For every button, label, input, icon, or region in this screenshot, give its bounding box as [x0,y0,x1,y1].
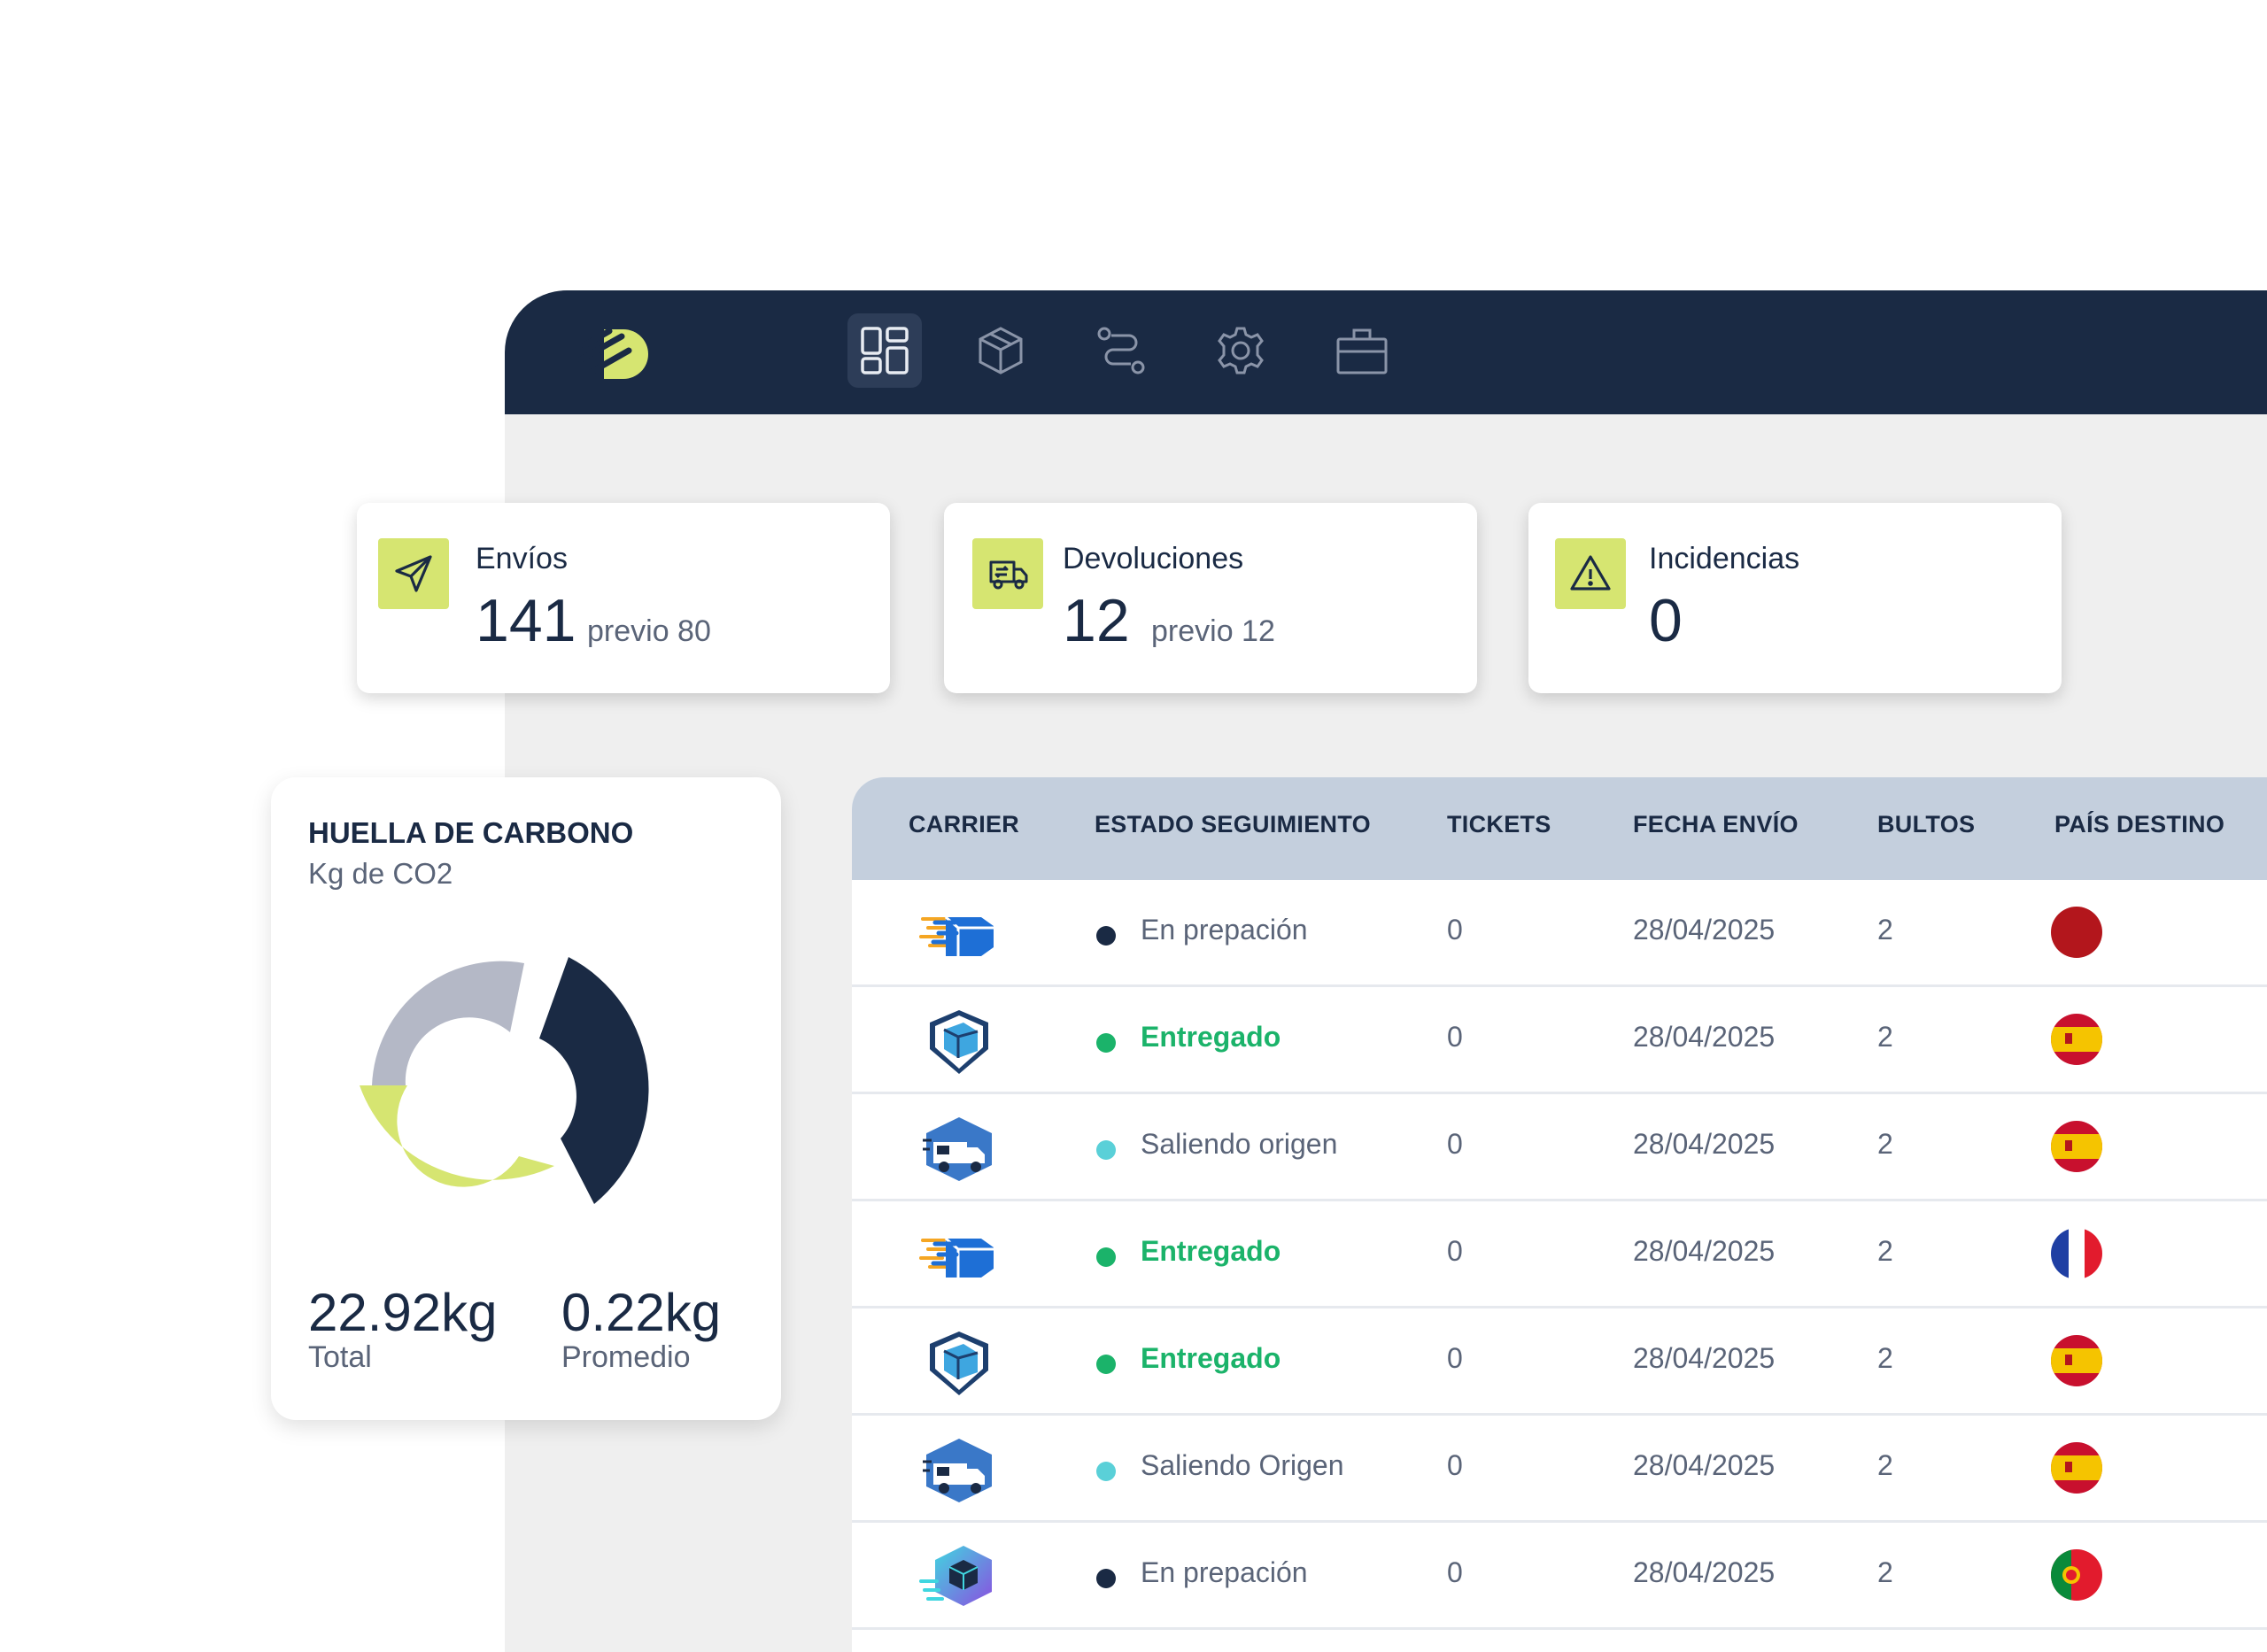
date-cell: 28/04/2025 [1633,1449,1776,1481]
table-row[interactable]: Entregado 0 28/04/2025 2 [852,987,2267,1094]
date-cell: 28/04/2025 [1633,1128,1776,1160]
status-dot [1096,926,1116,946]
packages-cell: 2 [1877,1449,1893,1481]
spain-flag-icon [2051,1442,2102,1494]
table-row[interactable]: Saliendo Origen 0 28/04/2025 2 [852,1416,2267,1523]
france-flag-icon [2051,1228,2102,1279]
donut-chart [360,957,649,1204]
tickets-cell: 0 [1447,1449,1463,1481]
shipments-card[interactable]: Envíos 141 previo 80 [357,503,890,693]
status-text: Saliendo origen [1141,1128,1338,1160]
speed-box-carrier-icon [919,899,999,970]
top-navigation-bar [505,290,2267,414]
packages-cell: 2 [1877,1021,1893,1053]
tickets-cell: 0 [1447,1021,1463,1053]
briefcase-icon[interactable] [1325,313,1399,388]
truck-carrier-icon [919,1114,999,1185]
status-text: Entregado [1141,1021,1281,1053]
status-text: En prepación [1141,914,1308,946]
warning-icon [1555,538,1626,609]
date-cell: 28/04/2025 [1633,1556,1776,1588]
shield-box-carrier-icon [919,1328,999,1399]
tickets-cell: 0 [1447,914,1463,946]
table-row[interactable]: Entregado 0 28/04/2025 2 [852,1308,2267,1416]
status-text: En prepación [1141,1556,1308,1588]
carbon-footprint-card: HUELLA DE CARBONO Kg de CO2 22.92kg Tota… [271,777,781,1420]
column-header-tickets[interactable]: TICKETS [1447,811,1551,838]
status-dot [1096,1462,1116,1481]
date-cell: 28/04/2025 [1633,1235,1776,1267]
speed-box-carrier-icon [919,1221,999,1292]
logo-icon[interactable] [577,326,657,382]
shield-box-carrier-icon [919,1007,999,1077]
average-label: Promedio [561,1340,691,1374]
stat-previous: previo 80 [587,614,711,648]
status-dot [1096,1569,1116,1588]
spain-flag-icon [2051,1014,2102,1065]
table-row[interactable]: Entregado 0 28/04/2025 2 [852,1201,2267,1308]
stat-value: 141 [476,587,576,654]
tickets-cell: 0 [1447,1235,1463,1267]
table-row[interactable]: Saliendo origen 0 28/04/2025 2 [852,1094,2267,1201]
total-label: Total [308,1340,372,1374]
card-subtitle: Kg de CO2 [308,857,453,890]
status-dot [1096,1247,1116,1267]
tickets-cell: 0 [1447,1128,1463,1160]
date-cell: 28/04/2025 [1633,1021,1776,1053]
table-header: CARRIER ESTADO SEGUIMIENTO TICKETS FECHA… [852,777,2267,880]
portugal-flag-icon [2051,1549,2102,1601]
packages-cell: 2 [1877,1128,1893,1160]
stat-label: Incidencias [1649,542,1800,575]
spain-flag-icon [2051,1335,2102,1386]
packages-cell: 2 [1877,1342,1893,1374]
donut-segment-grey [372,961,524,1085]
donut-segment-lime [360,1085,554,1187]
status-dot [1096,1140,1116,1160]
tickets-cell: 0 [1447,1556,1463,1588]
column-header-country[interactable]: PAÍS DESTINO [2054,811,2225,838]
status-text: Saliendo Origen [1141,1449,1344,1481]
return-truck-icon [972,538,1043,609]
gear-icon[interactable] [1203,313,1278,388]
red-flag-icon [2051,907,2102,958]
status-text: Entregado [1141,1342,1281,1374]
date-cell: 28/04/2025 [1633,914,1776,946]
donut-segment-dark [539,957,649,1204]
status-dot [1096,1355,1116,1374]
spain-flag-icon [2051,1121,2102,1172]
date-cell: 28/04/2025 [1633,1342,1776,1374]
card-title: HUELLA DE CARBONO [308,816,634,849]
tickets-cell: 0 [1447,1342,1463,1374]
status-dot [1096,1033,1116,1053]
stat-label: Envíos [476,542,568,575]
column-header-date[interactable]: FECHA ENVÍO [1633,811,1799,838]
stat-label: Devoluciones [1063,542,1244,575]
total-value: 22.92kg [308,1283,498,1342]
stat-value: 0 [1649,587,1683,654]
shipments-table: CARRIER ESTADO SEGUIMIENTO TICKETS FECHA… [852,777,2267,1652]
send-icon [378,538,449,609]
route-icon[interactable] [1084,313,1158,388]
packages-cell: 2 [1877,1235,1893,1267]
truck-carrier-icon [919,1435,999,1506]
column-header-packages[interactable]: BULTOS [1877,811,1976,838]
table-row[interactable]: En prepación 0 28/04/2025 2 [852,1523,2267,1630]
packages-cell: 2 [1877,914,1893,946]
returns-card[interactable]: Devoluciones 12 previo 12 [944,503,1477,693]
column-header-carrier[interactable]: CARRIER [909,811,1020,838]
table-row[interactable]: En prepación 0 28/04/2025 2 [852,880,2267,987]
packages-cell: 2 [1877,1556,1893,1588]
stat-previous: previo 12 [1151,614,1275,648]
box-icon[interactable] [963,313,1038,388]
dashboard-icon[interactable] [847,313,922,388]
gradient-box-carrier-icon [919,1542,999,1613]
status-text: Entregado [1141,1235,1281,1267]
incidents-card[interactable]: Incidencias 0 [1528,503,2062,693]
average-value: 0.22kg [561,1283,722,1342]
stat-value: 12 [1063,587,1130,654]
column-header-status[interactable]: ESTADO SEGUIMIENTO [1095,811,1371,838]
